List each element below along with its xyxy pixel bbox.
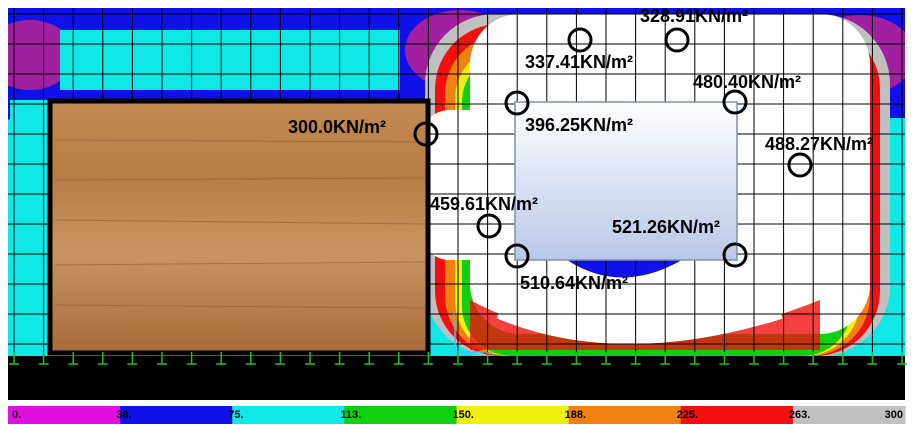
base-band	[8, 356, 905, 400]
legend-tick: 75.	[228, 409, 243, 421]
stress-label: 396.25KN/m²	[525, 115, 633, 135]
marker-circle	[664, 27, 690, 53]
column-box	[514, 101, 738, 261]
marker-circle	[567, 27, 593, 53]
stress-label: 488.27KN/m²	[765, 134, 873, 154]
axis-label: Z	[451, 310, 457, 320]
legend-tick: 188.	[565, 409, 586, 421]
marker-circle	[787, 152, 813, 178]
annotations: 328.91KN/m² 337.41KN/m² 480.40KN/m² 300.0KN…	[288, 6, 873, 293]
legend-tick: 300	[885, 409, 903, 421]
stress-label: 521.26KN/m²	[612, 217, 720, 237]
markers	[413, 27, 813, 269]
marker-circle	[413, 121, 439, 147]
color-legend: 0. 38. 75. 113. 150. 188. 225. 263. 300	[8, 406, 906, 424]
legend-swatch	[792, 406, 906, 424]
legend-tick: 225.	[677, 409, 698, 421]
legend-tick: 150.	[453, 409, 474, 421]
legend-swatch	[120, 406, 233, 424]
legend-swatch	[568, 406, 682, 424]
axis-label: X	[488, 348, 494, 358]
wood-grain	[54, 139, 426, 309]
legend-swatch	[680, 406, 794, 424]
marker-circle	[504, 243, 530, 269]
marker-circle	[476, 213, 502, 239]
legend-swatch	[456, 406, 570, 424]
stress-label: 459.61KN/m²	[430, 194, 538, 214]
legend-swatch	[8, 406, 121, 424]
legend-tick: 0.	[12, 409, 21, 421]
legend-tick: 38.	[116, 409, 131, 421]
legend-swatch	[344, 406, 457, 424]
marker-circle	[722, 242, 748, 268]
stress-label: 510.64KN/m²	[520, 273, 628, 293]
marker-circle	[504, 90, 530, 116]
wood-panel	[47, 98, 431, 356]
stress-label: 300.0KN/m²	[288, 117, 386, 137]
marker-circle	[722, 89, 748, 115]
legend-tick: 113.	[340, 409, 361, 421]
legend-swatch	[232, 406, 345, 424]
stress-label: 328.91KN/m²	[640, 6, 748, 26]
axis-icon: Z X	[451, 310, 494, 358]
legend-tick: 263.	[789, 409, 810, 421]
stress-label: 337.41KN/m²	[525, 52, 633, 72]
stress-label: 480.40KN/m²	[693, 72, 801, 92]
